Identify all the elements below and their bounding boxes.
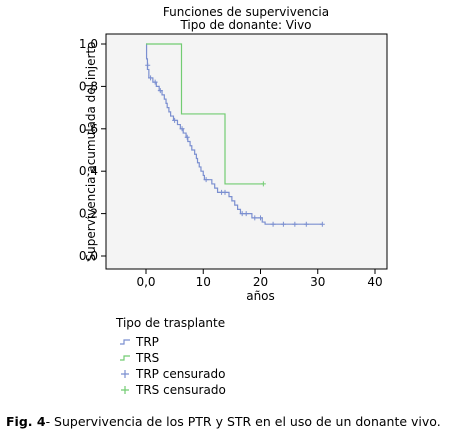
legend-label: TRP censurado bbox=[135, 367, 225, 381]
series-trp-censor-mark bbox=[303, 221, 309, 227]
figure-caption: Fig. 4- Supervivencia de los PTR y STR e… bbox=[6, 414, 468, 429]
series-trp-censor-mark bbox=[152, 79, 158, 85]
y-axis-label: Supervivencia acumulada del injerto bbox=[84, 42, 98, 262]
x-tick-label: 30 bbox=[310, 275, 325, 289]
caption-text: - Supervivencia de los PTR y STR en el u… bbox=[45, 414, 441, 429]
legend-item-trp-censurado: TRP censurado bbox=[121, 367, 225, 381]
chart-subtitle: Tipo de donante: Vivo bbox=[179, 18, 311, 32]
y-tick-label: 0,2 bbox=[79, 207, 98, 221]
y-tick-label: 0,6 bbox=[79, 122, 98, 136]
series-trp-censor-mark bbox=[252, 215, 258, 221]
series-trp-censor-mark bbox=[145, 62, 151, 68]
legend-item-trp: TRP bbox=[120, 335, 159, 349]
caption-label: Fig. 4 bbox=[6, 414, 46, 429]
series-trp-censor-mark bbox=[243, 211, 249, 217]
series-trp-censor-mark bbox=[148, 75, 154, 81]
legend-swatch bbox=[120, 355, 130, 361]
legend-label: TRS bbox=[135, 351, 159, 365]
legend-title: Tipo de trasplante bbox=[115, 316, 225, 330]
series-trp-censor-mark bbox=[292, 221, 298, 227]
series-trp-censor-mark bbox=[270, 221, 276, 227]
series-trp-censor-mark bbox=[184, 134, 190, 140]
legend-item-trs: TRS bbox=[120, 351, 159, 365]
series-trp-censor-mark bbox=[222, 189, 228, 195]
axes: 0,0 10 20 30 40 0,0 0,2 0,4 0,6 0,8 1,0 bbox=[79, 37, 383, 289]
legend-swatch bbox=[121, 386, 129, 394]
legend: Tipo de trasplante TRP TRS TRP censurado TR… bbox=[115, 316, 226, 397]
series-trs-line bbox=[146, 43, 264, 185]
series-trp-censor-mark bbox=[258, 215, 263, 221]
series-layer bbox=[145, 43, 325, 227]
x-tick-label: 10 bbox=[196, 275, 211, 289]
chart-title: Funciones de supervivencia bbox=[163, 5, 329, 19]
x-axis-label: años bbox=[246, 289, 275, 303]
series-trp-censor-mark bbox=[319, 221, 325, 227]
x-tick-label: 40 bbox=[367, 275, 382, 289]
x-tick-label: 20 bbox=[253, 275, 268, 289]
series-trp-censor-mark bbox=[157, 88, 163, 94]
legend-label: TRS censurado bbox=[135, 383, 226, 397]
survival-chart: 0,0 10 20 30 40 0,0 0,2 0,4 0,6 0,8 1,0 Funciones … bbox=[79, 5, 388, 397]
legend-swatch bbox=[121, 370, 129, 378]
legend-item-trs-censurado: TRS censurado bbox=[121, 383, 226, 397]
legend-swatch bbox=[120, 339, 130, 345]
series-trp-censor-mark bbox=[179, 126, 185, 132]
y-tick-label: 0,8 bbox=[79, 79, 98, 93]
series-trs-censor-mark bbox=[260, 181, 266, 187]
y-tick-label: 0,0 bbox=[79, 249, 98, 263]
legend-label: TRP bbox=[135, 335, 159, 349]
x-tick-label: 0,0 bbox=[136, 275, 155, 289]
series-trp-censor-mark bbox=[280, 221, 286, 227]
plot-area bbox=[105, 33, 388, 270]
y-tick-label: 1,0 bbox=[79, 37, 98, 51]
series-trp-censor-mark bbox=[172, 117, 178, 123]
series-trp-censor-mark bbox=[203, 177, 209, 183]
y-tick-label: 0,4 bbox=[79, 164, 98, 178]
